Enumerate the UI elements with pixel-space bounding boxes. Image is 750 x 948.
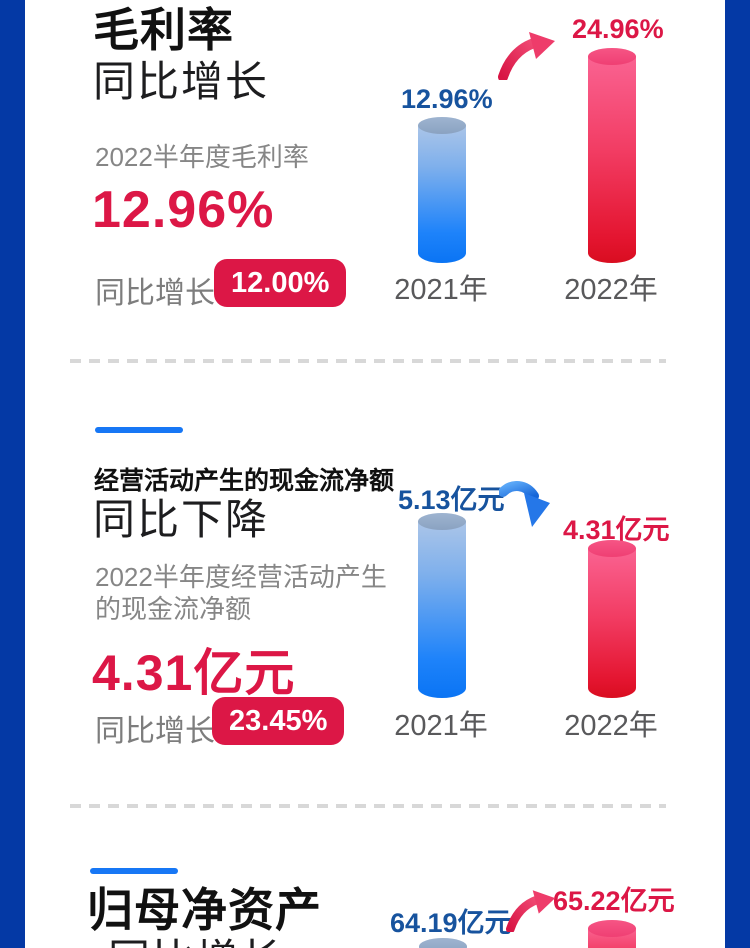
bar-2021 (418, 117, 466, 263)
description-line-2: 的现金流净额 (95, 594, 252, 624)
left-border-bar (0, 0, 25, 948)
section-subtitle: 同比增长 (108, 937, 284, 948)
yoy-label: 同比增长 (95, 277, 215, 310)
section-title: 归母净资产 (87, 884, 322, 936)
section-title: 毛利率 (93, 4, 234, 56)
bar-value-label-2022: 65.22亿元 (553, 886, 675, 916)
yoy-badge: 23.45% (212, 697, 345, 745)
trend-up-icon (506, 890, 556, 932)
bar-value-label-2022: 24.96% (572, 14, 664, 44)
section-subtitle: 同比下降 (93, 496, 270, 543)
metric-description: 2022半年度经营活动产生 的现金流净额 (95, 561, 387, 625)
metric-value: 12.96% (92, 181, 275, 239)
bar-2022 (588, 540, 636, 698)
accent-bar (90, 868, 178, 874)
bar-value-label-2021: 64.19亿元 (390, 908, 512, 938)
yoy-badge: 12.00% (214, 259, 347, 307)
year-label-2021: 2021年 (394, 710, 488, 742)
description-line-1: 2022半年度经营活动产生 (95, 562, 387, 592)
year-label-2022: 2022年 (564, 274, 658, 306)
bar-2021 (419, 938, 467, 948)
bar-2021 (418, 513, 466, 698)
trend-up-icon (498, 32, 555, 80)
bar-2022 (588, 920, 636, 948)
right-border-bar (725, 0, 750, 948)
section-subtitle: 同比增长 (93, 58, 270, 105)
accent-bar (95, 427, 183, 433)
dashed-separator (70, 359, 666, 363)
bar-2022 (588, 48, 636, 263)
bar-value-label-2021: 5.13亿元 (398, 485, 505, 515)
section-title: 经营活动产生的现金流净额 (94, 467, 395, 495)
year-label-2022: 2022年 (564, 710, 658, 742)
trend-down-icon (499, 481, 550, 527)
metric-value: 4.31亿元 (92, 645, 296, 701)
dashed-separator (70, 804, 666, 808)
metric-description: 2022半年度毛利率 (95, 142, 309, 172)
bar-value-label-2021: 12.96% (401, 84, 493, 114)
yoy-label: 同比增长 (95, 715, 215, 748)
year-label-2021: 2021年 (394, 274, 488, 306)
